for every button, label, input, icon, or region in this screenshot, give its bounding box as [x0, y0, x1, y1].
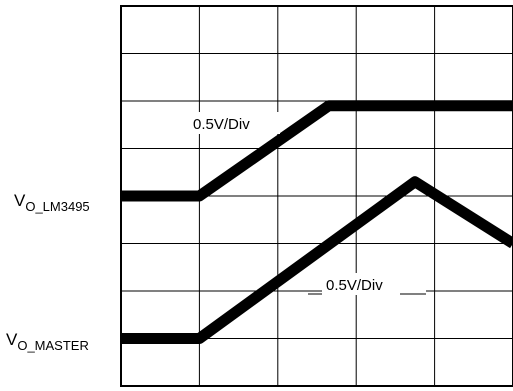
- scale-label-bg-lm3495: [190, 112, 280, 134]
- trace-vo-lm3495: [121, 100, 513, 202]
- scale-label-master: 0.5V/Div: [326, 277, 383, 294]
- trace-label-lm3495: VO_LM3495: [14, 191, 90, 214]
- trace-vo-master: [121, 176, 513, 344]
- scale-label-bg-master: [322, 273, 426, 295]
- trace-label-master: VO_MASTER: [6, 330, 89, 353]
- traces: [121, 100, 513, 344]
- scale-label-lm3495: 0.5V/Div: [193, 116, 250, 133]
